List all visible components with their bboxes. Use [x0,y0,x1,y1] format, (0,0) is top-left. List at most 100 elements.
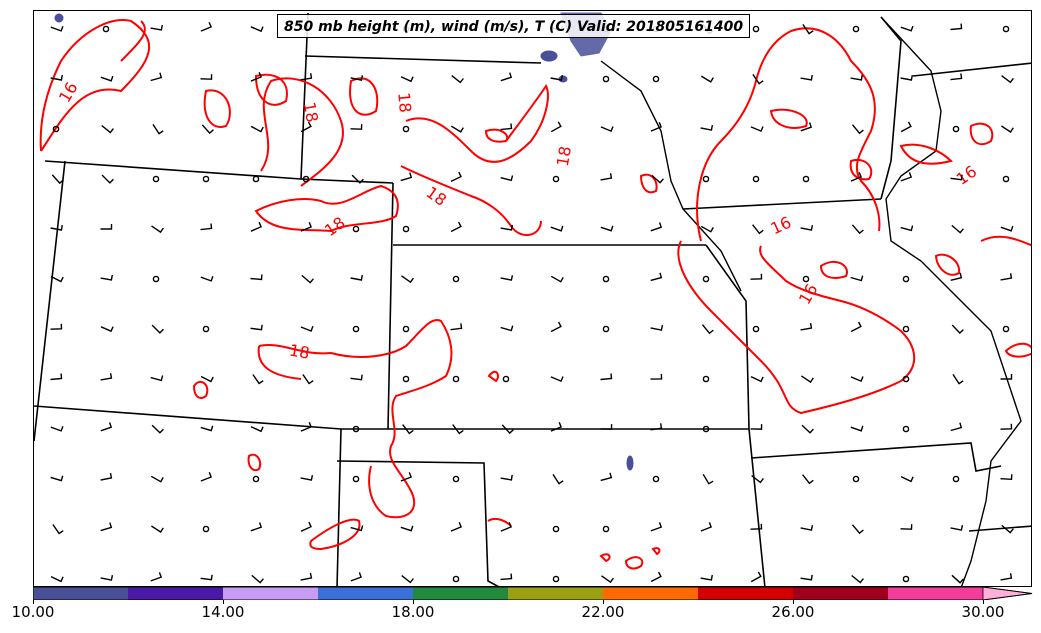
wind-barb [850,321,862,333]
temperature-shading [54,12,634,471]
wind-barb [851,124,864,135]
colorbar-segment [128,587,224,600]
calm-wind-marker [902,575,910,583]
calm-wind-marker [202,325,210,333]
wind-barb [600,173,613,181]
wind-barb [550,422,563,432]
calm-wind-marker [152,275,160,283]
colorbar-segment [413,587,509,600]
wind-barb [650,324,664,331]
wind-barb [350,525,364,532]
wind-barb [400,76,414,83]
colorbar-segment [603,587,699,600]
contour-label: 16 [953,162,981,189]
calm-wind-marker [802,175,810,183]
calm-wind-marker [652,75,660,83]
wind-barb [300,572,313,581]
contour-label: 18 [553,145,575,168]
colorbar-segment [793,587,889,600]
wind-barb [900,121,912,133]
calm-wind-marker [952,125,960,133]
calm-wind-marker [152,175,160,183]
wind-barb [100,472,113,481]
wind-barb [800,74,813,81]
wind-barb [50,373,63,381]
wind-barb [950,525,964,531]
wind-barb [200,472,213,482]
wind-barb [250,125,264,133]
wind-barb [150,375,164,382]
wind-barb [802,474,814,485]
wind-barb [151,424,164,434]
wind-barb [50,575,64,583]
calm-wind-marker [802,275,810,283]
wind-barb [400,525,414,532]
wind-barb [700,225,714,233]
wind-barb [650,272,663,282]
calm-wind-marker [902,275,910,283]
calm-wind-marker [902,375,910,383]
wind-barb [300,521,312,532]
calm-wind-marker [902,425,910,433]
wind-barb [150,475,164,483]
wind-barb [752,224,764,235]
calm-wind-marker [102,25,110,33]
wind-barb [152,124,164,135]
wind-barb [100,575,114,581]
wind-barb [50,475,64,482]
colorbar-tick-label: 10.00 [11,603,55,621]
calm-wind-marker [252,175,260,183]
calm-wind-marker [1002,325,1010,333]
contour-label: 18 [288,340,311,362]
wind-barb [702,473,714,485]
wind-barb [400,472,413,482]
wind-barb [750,273,763,280]
wind-barb [950,73,963,81]
wind-barb [650,571,662,583]
calm-wind-marker [402,325,410,333]
wind-barb [650,222,663,232]
wind-barb [100,224,113,230]
wind-barb [402,424,414,435]
wind-barb [550,321,562,333]
colorbar-tick-label: 18.00 [391,603,435,621]
wind-barb [1000,423,1013,430]
calm-wind-marker [552,175,560,183]
wind-barb [100,373,113,381]
wind-barb [50,275,64,283]
calm-wind-marker [752,175,760,183]
wind-barb [150,24,163,31]
wind-barb [200,375,214,383]
map-title: 850 mb height (m), wind (m/s), T (C) Val… [277,14,751,38]
wind-barb [401,575,414,584]
calm-wind-marker [402,225,410,233]
wind-barb [650,522,663,532]
wind-barb [450,125,464,133]
wind-barb [250,324,263,331]
wind-barb [850,275,864,282]
wind-barb [900,74,913,81]
calm-wind-marker [502,375,510,383]
wind-barb [951,324,964,334]
map-panel: 16 18 18 18 18 18 18 16 16 16 [33,10,1032,587]
wind-barb [300,121,312,133]
wind-barb [1000,273,1013,281]
colorbar-tick-label: 30.00 [961,603,1005,621]
calm-wind-marker [852,25,860,33]
wind-barb [451,75,464,84]
wind-barb [500,325,514,332]
wind-barb [751,475,764,484]
wind-barb [750,424,763,430]
wind-barb [950,272,963,281]
wind-barb [500,123,513,131]
wind-barb [251,574,264,584]
calm-wind-marker [702,175,710,183]
wind-barb [650,423,663,431]
wind-barb [500,474,513,481]
wind-barb [50,74,63,81]
calm-wind-marker [702,275,710,283]
wind-barb [900,25,914,32]
wind-barb [200,425,214,432]
colorbar [33,587,1033,600]
wind-barb [200,574,213,581]
